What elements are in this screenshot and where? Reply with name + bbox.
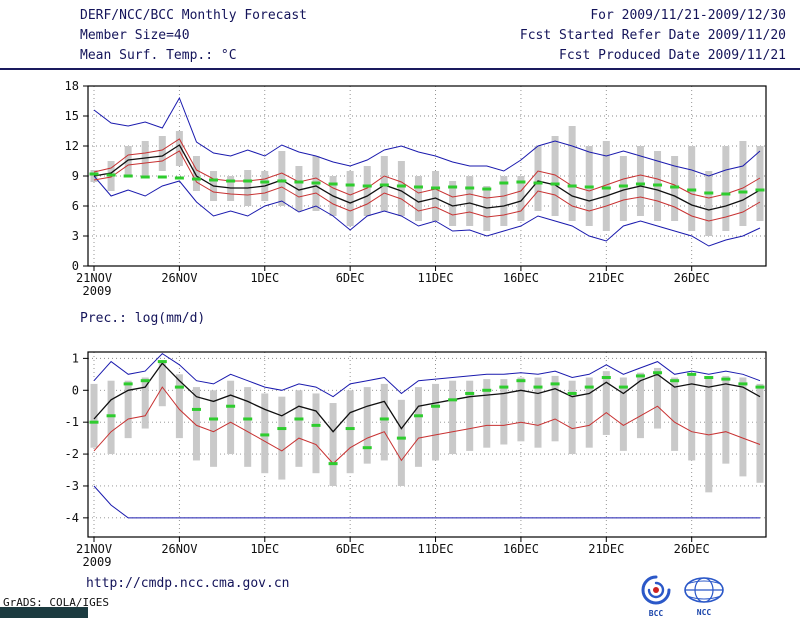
svg-text:26DEC: 26DEC — [674, 542, 710, 556]
svg-text:21NOV: 21NOV — [76, 542, 112, 556]
refer-date-label: Fcst Started Refer Date 2009/11/20 — [519, 28, 786, 43]
svg-text:9: 9 — [72, 169, 79, 183]
svg-text:6DEC: 6DEC — [336, 542, 365, 556]
svg-text:0: 0 — [72, 383, 79, 397]
produced-date-label: Fcst Produced Date 2009/11/21 — [559, 48, 786, 63]
ncc-logo: NCC — [682, 577, 726, 617]
svg-text:26NOV: 26NOV — [161, 271, 197, 285]
svg-text:-1: -1 — [65, 415, 79, 429]
page-title: DERF/NCC/BCC Monthly Forecast — [80, 8, 307, 23]
header-divider — [0, 68, 800, 70]
svg-text:3: 3 — [72, 229, 79, 243]
ncc-logo-label: NCC — [696, 608, 712, 617]
svg-text:16DEC: 16DEC — [503, 271, 539, 285]
svg-text:21DEC: 21DEC — [588, 271, 624, 285]
svg-text:21NOV: 21NOV — [76, 271, 112, 285]
bcc-logo: BCC — [638, 574, 674, 618]
website-url: http://cmdp.ncc.cma.gov.cn — [86, 576, 290, 591]
taskbar-fragment — [0, 607, 88, 618]
svg-text:1DEC: 1DEC — [250, 271, 279, 285]
bcc-logo-label: BCC — [648, 609, 664, 618]
grads-credit: GrADS: COLA/IGES — [3, 596, 109, 609]
svg-text:1: 1 — [72, 351, 79, 365]
member-size-label: Member Size=40 — [80, 28, 190, 43]
svg-text:2009: 2009 — [83, 555, 112, 569]
svg-text:15: 15 — [65, 109, 79, 123]
svg-text:-4: -4 — [65, 511, 79, 525]
prec-variable-label: Prec.: log(mm/d) — [80, 311, 206, 326]
svg-text:2009: 2009 — [83, 284, 112, 298]
svg-text:-3: -3 — [65, 479, 79, 493]
svg-text:26DEC: 26DEC — [674, 271, 710, 285]
svg-text:-2: -2 — [65, 447, 79, 461]
ncc-globe-icon — [684, 577, 724, 603]
bcc-swirl-icon — [641, 575, 671, 605]
forecast-range-label: For 2009/11/21-2009/12/30 — [590, 8, 786, 23]
svg-text:21DEC: 21DEC — [588, 542, 624, 556]
svg-text:16DEC: 16DEC — [503, 542, 539, 556]
svg-text:11DEC: 11DEC — [417, 271, 453, 285]
svg-text:6: 6 — [72, 199, 79, 213]
svg-text:12: 12 — [65, 139, 79, 153]
svg-text:1DEC: 1DEC — [250, 542, 279, 556]
temp-variable-label: Mean Surf. Temp.: °C — [80, 48, 237, 63]
svg-text:6DEC: 6DEC — [336, 271, 365, 285]
svg-text:11DEC: 11DEC — [417, 542, 453, 556]
header-right: For 2009/11/21-2009/12/30 Fcst Started R… — [520, 6, 786, 66]
svg-text:18: 18 — [65, 79, 79, 93]
header-left: DERF/NCC/BCC Monthly Forecast Member Siz… — [80, 6, 307, 66]
svg-text:0: 0 — [72, 259, 79, 273]
svg-text:26NOV: 26NOV — [161, 542, 197, 556]
